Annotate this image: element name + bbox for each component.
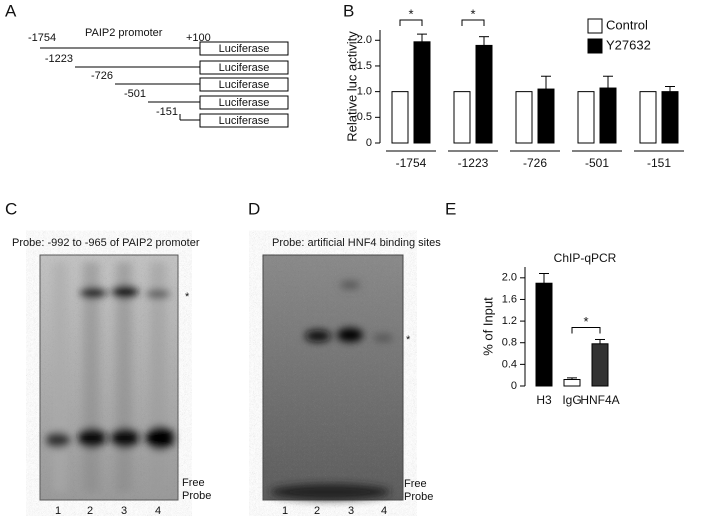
legend-label: Control — [606, 17, 648, 32]
gel-bands — [270, 281, 393, 500]
y-tick-label: 1.6 — [502, 293, 517, 305]
luciferase-label: Luciferase — [219, 115, 270, 127]
bar — [535, 282, 553, 387]
significance-mark: * — [583, 314, 588, 329]
bar — [537, 88, 555, 144]
luciferase-label: Luciferase — [219, 97, 270, 109]
panel-label: A — [5, 1, 17, 20]
panel-label: C — [5, 199, 17, 218]
x-tick-label: -1223 — [458, 156, 489, 170]
luciferase-label: Luciferase — [219, 79, 270, 91]
panel-label: D — [248, 199, 260, 218]
luciferase-label: Luciferase — [219, 62, 270, 74]
y-tick-label: 1.0 — [357, 86, 372, 98]
significance-bracket — [399, 19, 423, 26]
y-axis-label: Relative luc activity — [344, 31, 359, 142]
x-tick-label: HNF4A — [580, 393, 619, 407]
lane-label: 3 — [348, 505, 354, 516]
construct-start: -151 — [156, 106, 178, 118]
y-tick-label: 0.8 — [502, 337, 517, 349]
legend-swatch — [587, 38, 603, 54]
bar — [639, 91, 657, 144]
gel-texture — [263, 255, 403, 500]
x-tick-label: -1754 — [396, 156, 427, 170]
free-probe-label: Free — [182, 477, 205, 489]
lane-label: 4 — [155, 505, 161, 516]
promoter-diagram: PAIP2 promoter +100 — [85, 27, 211, 44]
free-probe-label: Free — [404, 478, 427, 490]
bar — [591, 343, 609, 387]
bar — [453, 91, 471, 144]
diagram-title: PAIP2 promoter — [85, 27, 163, 39]
significance-bracket — [461, 19, 485, 26]
lane-label: 1 — [55, 505, 61, 516]
lane-label: 2 — [314, 505, 320, 516]
legend-swatch — [587, 18, 603, 34]
panel-label: E — [445, 199, 456, 218]
band-mark: * — [185, 291, 190, 303]
free-probe-label: Probe — [182, 490, 211, 502]
band-mark: * — [406, 334, 411, 346]
bar — [515, 91, 533, 144]
end-label: +100 — [186, 32, 211, 44]
x-tick-label: H3 — [536, 393, 552, 407]
x-tick-label: -151 — [647, 156, 671, 170]
bar — [391, 91, 409, 144]
luciferase-box — [199, 95, 289, 110]
lane-label: 3 — [121, 505, 127, 516]
lane-label: 2 — [87, 505, 93, 516]
gel-d: Probe: artificial HNF4 binding sites * F… — [262, 237, 441, 517]
luciferase-box — [199, 113, 289, 128]
construct-start: -501 — [124, 88, 146, 100]
bar — [599, 87, 617, 144]
bar — [563, 379, 581, 387]
panel-label: B — [343, 1, 354, 20]
y-tick-label: 2.0 — [502, 272, 517, 284]
lane-label: 1 — [282, 505, 288, 516]
bar — [413, 41, 431, 144]
x-tick-label: -501 — [585, 156, 609, 170]
significance-mark: * — [408, 6, 413, 21]
lane-label: 4 — [381, 505, 387, 516]
construct-start: -1754 — [28, 32, 56, 44]
gel-bands — [46, 262, 174, 492]
y-tick-label: 1.5 — [357, 60, 372, 72]
construct-start: -726 — [91, 70, 113, 82]
luciferase-box — [199, 60, 289, 75]
bar — [475, 44, 493, 144]
chart-title: ChIP-qPCR — [554, 251, 617, 265]
y-tick-label: 1.2 — [502, 315, 517, 327]
legend-label: Y27632 — [606, 37, 651, 52]
y-tick-label: 0 — [511, 380, 517, 392]
bar — [661, 91, 679, 144]
y-tick-label: 0.4 — [502, 358, 517, 370]
probe-label: Probe: -992 to -965 of PAIP2 promoter — [12, 237, 200, 249]
luciferase-label: Luciferase — [219, 43, 270, 55]
luciferase-box — [199, 41, 289, 56]
construct-start: -1223 — [45, 53, 73, 65]
x-tick-label: IgG — [562, 393, 581, 407]
gel-c: Probe: -992 to -965 of PAIP2 promoter * … — [12, 237, 211, 517]
y-axis-label: % of Input — [480, 297, 495, 356]
significance-mark: * — [470, 6, 475, 21]
luciferase-box — [199, 77, 289, 92]
free-probe-label: Probe — [404, 491, 433, 503]
y-tick-label: 0.5 — [357, 111, 372, 123]
y-tick-label: 2.0 — [357, 34, 372, 46]
significance-bracket — [571, 326, 601, 334]
x-tick-label: -726 — [523, 156, 547, 170]
bar — [577, 91, 595, 144]
probe-label: Probe: artificial HNF4 binding sites — [272, 237, 441, 249]
y-tick-label: 0 — [366, 137, 372, 149]
